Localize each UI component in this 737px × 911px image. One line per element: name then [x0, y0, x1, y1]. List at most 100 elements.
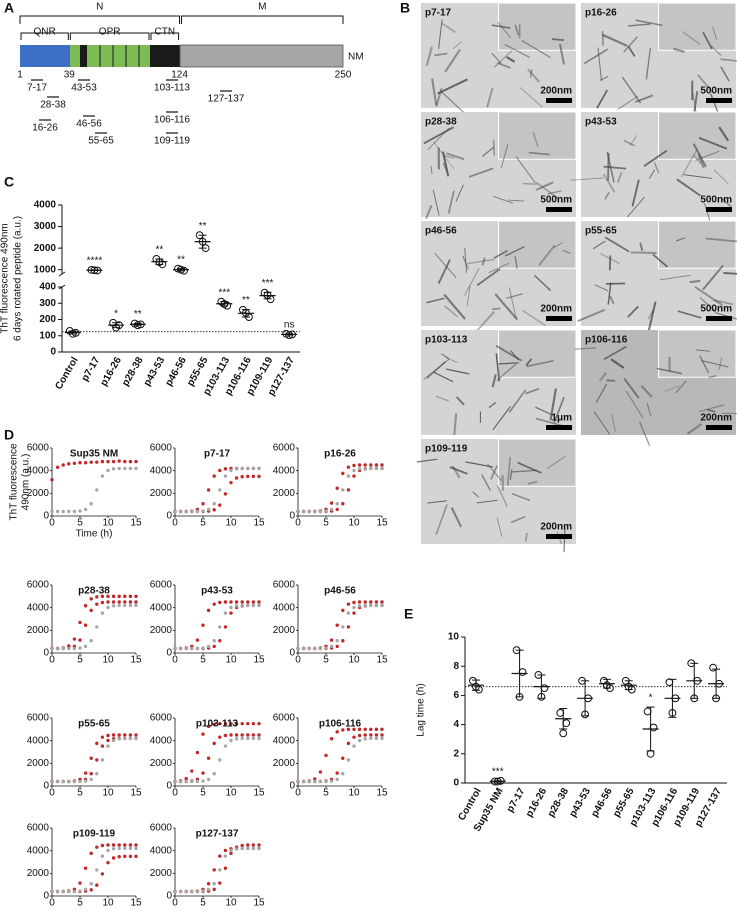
- data-point: [218, 735, 222, 739]
- data-point: [257, 466, 261, 471]
- x-tick-label: 15: [253, 788, 265, 799]
- data-point: [223, 733, 228, 738]
- y-tick-label: 2000: [150, 488, 173, 499]
- micrograph-inset: [498, 220, 577, 269]
- y-tick-label: 100: [39, 330, 56, 341]
- data-point: [195, 231, 204, 240]
- fibril: [445, 357, 458, 363]
- data-point: [301, 646, 306, 651]
- fibril: [465, 461, 494, 468]
- fibril: [437, 78, 468, 95]
- fibril: [506, 293, 523, 299]
- x-tick-label: 10: [225, 518, 237, 529]
- data-point: [240, 600, 244, 604]
- data-point: [134, 466, 138, 471]
- fibril: [476, 268, 501, 287]
- data-point: [89, 502, 93, 506]
- data-point: [240, 721, 244, 726]
- fibril: [501, 475, 505, 491]
- data-point: [206, 756, 211, 760]
- data-point: [218, 468, 222, 473]
- data-point: [212, 502, 216, 506]
- data-point: [240, 843, 244, 848]
- data-point: [540, 684, 549, 692]
- fibril: [676, 178, 701, 197]
- data-point: [369, 727, 373, 732]
- data-point: [173, 779, 177, 784]
- data-point: [89, 597, 93, 601]
- fibril: [547, 190, 562, 195]
- y-tick-label: 3000: [34, 221, 57, 232]
- data-point: [201, 623, 205, 627]
- data-point: [223, 625, 228, 629]
- fibril: [701, 360, 729, 368]
- data-point: [61, 509, 65, 514]
- data-point: [556, 709, 565, 717]
- data-point: [324, 753, 328, 758]
- panel-title: p103-113: [196, 719, 239, 730]
- data-point: [229, 468, 233, 473]
- fibril: [603, 173, 616, 193]
- fibril: [574, 347, 597, 350]
- data-point: [212, 741, 216, 746]
- fibril: [645, 48, 652, 80]
- y-tick-label: 2000: [273, 625, 296, 636]
- data-point: [95, 868, 99, 872]
- data-point: [246, 846, 250, 851]
- y-tick-label: 0: [43, 781, 49, 792]
- data-point: [341, 502, 345, 506]
- data-point: [690, 694, 699, 703]
- fibril: [602, 33, 628, 47]
- peptide-label: 55-65: [88, 136, 114, 147]
- fibril: [549, 388, 558, 421]
- data-point: [123, 854, 127, 859]
- data-point: [206, 724, 211, 729]
- data-point: [374, 733, 379, 737]
- y-tick-label: 0: [43, 511, 49, 522]
- y-tick-label: 4000: [150, 602, 173, 613]
- fibril: [570, 177, 604, 181]
- fibril: [546, 455, 566, 470]
- y-tick-label: 2000: [27, 868, 50, 879]
- data-point: [329, 737, 334, 741]
- region-label: M: [258, 2, 266, 13]
- data-point: [335, 507, 339, 512]
- scale-label: 200nm: [540, 86, 572, 97]
- data-point: [313, 779, 317, 784]
- fibril: [496, 517, 503, 537]
- x-tick-label: 10: [225, 655, 237, 666]
- fibril: [683, 174, 712, 179]
- data-point: [89, 888, 93, 892]
- data-point: [95, 772, 99, 776]
- fibril: [533, 274, 552, 292]
- data-point: [374, 600, 379, 604]
- y-tick-label: 4000: [27, 845, 50, 856]
- panel-title: p46-56: [324, 586, 356, 597]
- data-point: [709, 663, 717, 672]
- data-point: [50, 779, 54, 784]
- data-point: [346, 727, 351, 732]
- x-tick-label: 5: [77, 518, 83, 529]
- data-point: [128, 600, 133, 604]
- data-point: [133, 321, 142, 330]
- region-bracket: [19, 15, 181, 24]
- data-point: [380, 727, 384, 732]
- data-point: [246, 733, 250, 737]
- data-point: [78, 509, 82, 513]
- region-bracket: [181, 15, 344, 24]
- panel-title: p55-65: [78, 719, 110, 730]
- data-point: [173, 646, 177, 651]
- panel-title: p7-17: [204, 449, 231, 460]
- x-tick-label: 0: [172, 898, 178, 909]
- data-point: [518, 668, 527, 676]
- fibril: [596, 89, 609, 109]
- data-point: [100, 872, 105, 876]
- data-point: [251, 843, 256, 847]
- fibril: [492, 195, 514, 204]
- data-point: [90, 266, 99, 275]
- fibril: [510, 350, 520, 361]
- x-tick-label: 5: [323, 655, 329, 666]
- data-point: [341, 772, 345, 776]
- fibril: [532, 132, 539, 148]
- peptide-label: 46-56: [76, 119, 102, 130]
